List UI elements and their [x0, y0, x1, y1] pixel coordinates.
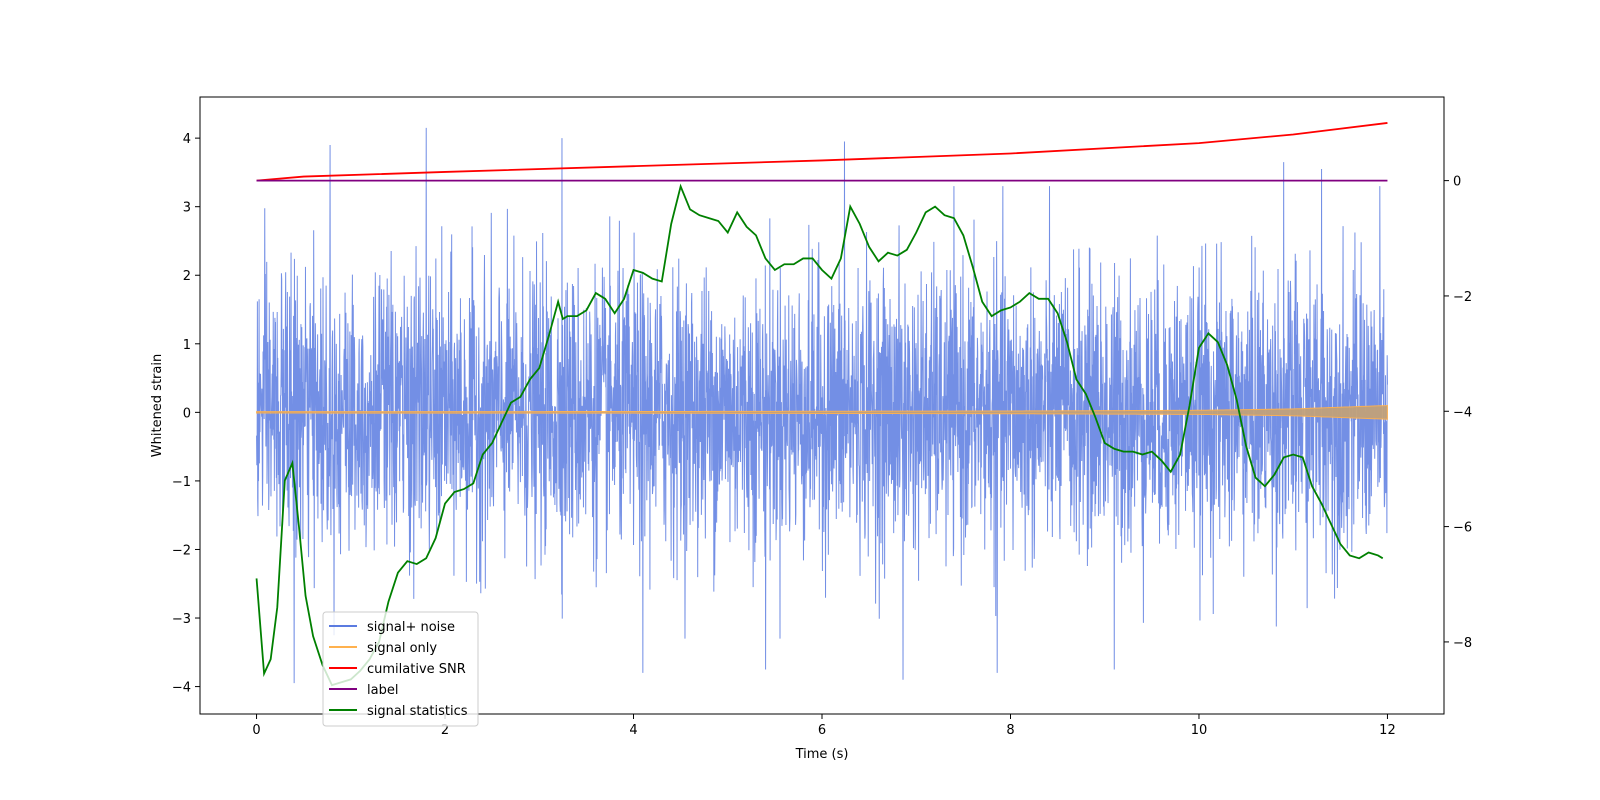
y-axis-right: −8 −6 −4 −2 0: [1444, 175, 1472, 651]
cumilative-snr-line: [256, 122, 1388, 182]
noise-series: [256, 127, 1388, 684]
x-tick-label: 4: [629, 723, 637, 738]
legend-label: cumilative SNR: [367, 662, 466, 677]
x-tick-label: 8: [1006, 723, 1014, 738]
y2-tick-label: −6: [1453, 521, 1472, 536]
y-tick-label: −2: [172, 543, 191, 558]
y-tick-label: 3: [183, 201, 191, 216]
signal-only-line: [256, 404, 1388, 420]
y2-tick-label: −8: [1453, 636, 1472, 651]
legend-label: signal only: [367, 641, 437, 656]
x-axis-label: Time (s): [795, 747, 849, 762]
y2-tick-label: −2: [1453, 290, 1472, 305]
y2-tick-label: −4: [1453, 405, 1472, 420]
y-tick-label: 4: [183, 132, 191, 147]
legend: signal+ noise signal only cumilative SNR la…: [322, 611, 479, 727]
x-axis: 0 2 4 6 8 10 12: [252, 714, 1396, 738]
legend-label: label: [367, 683, 398, 698]
legend-label: signal+ noise: [367, 620, 455, 635]
x-tick-label: 6: [818, 723, 826, 738]
right-axis-series: [255, 122, 1388, 687]
y-tick-label: 2: [183, 269, 191, 284]
x-tick-label: 2: [441, 723, 449, 738]
y-tick-label: 0: [183, 406, 191, 421]
y-axis-left: −4 −3 −2 −1 0 1 2 3 4: [172, 132, 200, 696]
signal-plus-noise-line: [256, 127, 1388, 684]
signal-only-series: [256, 404, 1388, 420]
y-tick-label: −4: [172, 681, 191, 696]
x-tick-label: 12: [1379, 723, 1396, 738]
y2-tick-label: 0: [1453, 175, 1461, 190]
y-tick-label: −3: [172, 612, 191, 627]
y-tick-label: −1: [172, 475, 191, 490]
legend-label: signal statistics: [367, 704, 468, 719]
signal-statistics-line: [255, 183, 1384, 687]
y-tick-label: 1: [183, 338, 191, 353]
legend-box: [322, 611, 479, 727]
x-tick-label: 0: [252, 723, 260, 738]
x-tick-label: 10: [1191, 723, 1208, 738]
y-axis-label: Whitened strain: [150, 354, 165, 457]
